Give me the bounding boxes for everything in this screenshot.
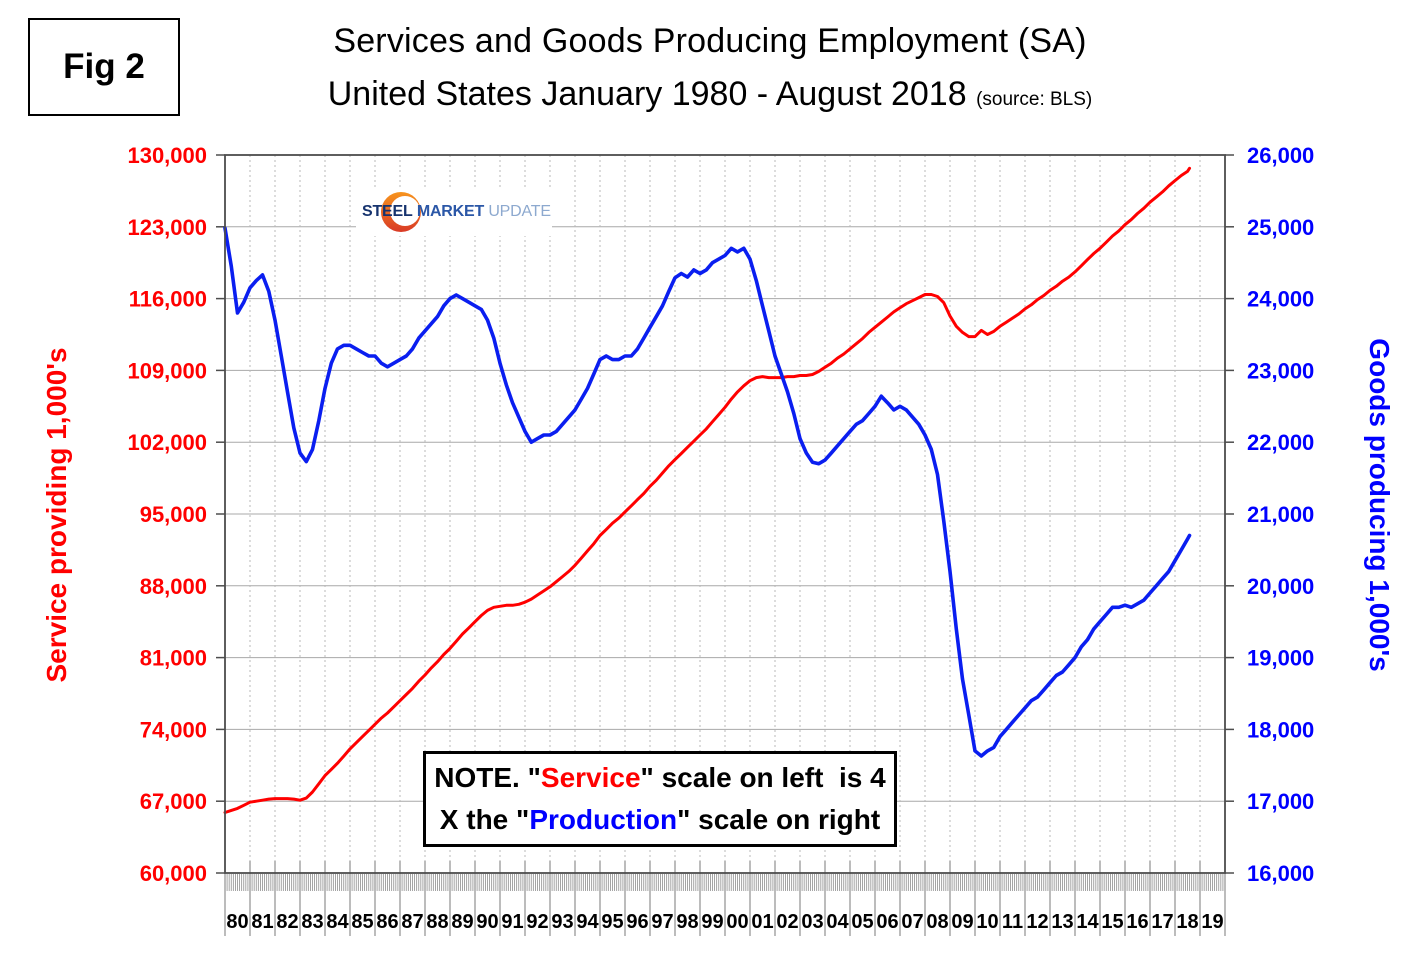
- x-axis-tick-label: 87: [401, 911, 423, 933]
- x-axis-tick-label: 06: [876, 911, 898, 933]
- left-axis-tick-label: 109,000: [127, 358, 207, 383]
- y-axis-ticks-and-labels: 130,000 26,000 123,000 25,000 116,000 24,000 1…: [127, 143, 1314, 886]
- x-axis-tick-label: 02: [776, 911, 798, 933]
- note-text: X the ": [439, 804, 530, 835]
- x-axis-tick-label: 08: [926, 911, 948, 933]
- note-service-word: Service: [540, 762, 641, 793]
- series-line-goods: [223, 226, 1192, 758]
- right-axis-tick-label: 24,000: [1247, 287, 1314, 312]
- figure-label-box: Fig 2: [28, 18, 180, 116]
- x-axis-tick-label: 04: [826, 911, 849, 933]
- x-axis-tick-label: 81: [251, 911, 273, 933]
- note-production-word: Production: [529, 804, 678, 835]
- figure-label: Fig 2: [63, 47, 145, 86]
- right-axis-tick-label: 18,000: [1247, 717, 1314, 742]
- right-axis-tick-label: 20,000: [1247, 574, 1314, 599]
- series-line-service: [223, 166, 1191, 814]
- logo-crescent-icon: [381, 192, 421, 232]
- left-axis-tick-label: 60,000: [140, 861, 207, 886]
- left-axis-title: Service providing 1,000's: [41, 347, 72, 683]
- x-axis-tick-label: 01: [751, 911, 773, 933]
- note-text: NOTE. ": [434, 762, 541, 793]
- x-axis-tick-label: 16: [1126, 911, 1148, 933]
- x-axis-tick-label: 88: [426, 911, 448, 933]
- note-text: " scale on left is 4: [640, 762, 886, 793]
- x-axis-tick-label: 09: [951, 911, 973, 933]
- x-axis-tick-label: 99: [701, 911, 723, 933]
- x-axis-tick-label: 82: [276, 911, 298, 933]
- x-axis-tick-label: 94: [576, 911, 599, 933]
- x-axis-tick-label: 96: [626, 911, 648, 933]
- x-axis-tick-label: 19: [1201, 911, 1223, 933]
- right-axis-title: Goods producing 1,000's: [1364, 338, 1395, 672]
- x-axis-tick-label: 05: [851, 911, 873, 933]
- x-axis-tick-label: 00: [726, 911, 748, 933]
- left-axis-tick-label: 81,000: [140, 646, 207, 671]
- left-axis-tick-label: 130,000: [127, 143, 207, 168]
- x-axis-tick-label: 84: [326, 911, 349, 933]
- left-axis-tick-label: 74,000: [140, 717, 207, 742]
- x-axis-tick-label: 07: [901, 911, 923, 933]
- x-axis-tick-label: 89: [451, 911, 473, 933]
- x-axis-tick-labels: 80 81 82 83 84 85 86 87 88 89 90 91 92 93 94 95 96 97 98 99…: [226, 911, 1223, 933]
- logo-word-steel: STEEL: [362, 203, 413, 220]
- right-axis-tick-label: 23,000: [1247, 358, 1314, 383]
- plot-border: [224, 154, 1226, 874]
- left-axis-tick-label: 67,000: [140, 789, 207, 814]
- logo-word-market: MARKET: [416, 203, 485, 220]
- x-axis-tick-label: 13: [1051, 911, 1073, 933]
- chart-subtitle: United States January 1980 - August 2018…: [10, 75, 1410, 114]
- chart-title: Services and Goods Producing Employment …: [333, 22, 1087, 60]
- right-axis-tick-label: 17,000: [1247, 789, 1314, 814]
- steel-market-update-logo: STEEL MARKET UPDATE: [356, 189, 552, 236]
- x-axis-tick-label: 15: [1101, 911, 1123, 933]
- chart-title-block: Services and Goods Producing Employment …: [10, 22, 1410, 114]
- x-axis-tick-label: 98: [676, 911, 698, 933]
- right-axis-tick-label: 25,000: [1247, 215, 1314, 240]
- left-axis-tick-label: 95,000: [140, 502, 207, 527]
- left-axis-tick-label: 116,000: [129, 287, 207, 312]
- source-note: (source: BLS): [976, 89, 1093, 110]
- x-axis-tick-label: 92: [526, 911, 548, 933]
- right-axis-tick-label: 16,000: [1247, 861, 1314, 886]
- x-axis-tick-label: 83: [301, 911, 323, 933]
- left-axis-tick-label: 88,000: [140, 574, 207, 599]
- x-axis-ticks: [224, 861, 1226, 936]
- x-axis-tick-label: 11: [1002, 911, 1023, 933]
- left-axis-tick-label: 123,000: [127, 215, 207, 240]
- note-text: " scale on right: [677, 804, 881, 835]
- x-axis-tick-label: 86: [376, 911, 398, 933]
- right-axis-tick-label: 21,000: [1247, 502, 1314, 527]
- x-axis-tick-label: 93: [551, 911, 573, 933]
- x-axis-tick-label: 03: [801, 911, 823, 933]
- x-axis-tick-label: 17: [1151, 911, 1173, 933]
- right-axis-tick-label: 22,000: [1247, 430, 1314, 455]
- left-axis-tick-label: 102,000: [127, 430, 207, 455]
- x-axis-tick-label: 10: [976, 911, 998, 933]
- right-axis-tick-label: 26,000: [1247, 143, 1314, 168]
- x-axis-tick-label: 12: [1026, 911, 1048, 933]
- x-axis-tick-label: 14: [1076, 911, 1099, 933]
- x-axis-tick-label: 95: [601, 911, 623, 933]
- x-axis-tick-label: 97: [651, 911, 673, 933]
- note-line-1: NOTE. "Service" scale on left is 4: [434, 757, 885, 799]
- x-axis-tick-label: 90: [476, 911, 498, 933]
- note-line-2: X the "Production" scale on right: [440, 799, 880, 841]
- right-axis-tick-label: 19,000: [1247, 646, 1314, 671]
- x-axis-tick-label: 85: [351, 911, 373, 933]
- subtitle-text: United States January 1980 - August 2018: [327, 75, 967, 113]
- note-box: NOTE. "Service" scale on left is 4 X the…: [423, 751, 897, 847]
- logo-text: STEEL MARKET UPDATE: [362, 203, 551, 221]
- x-axis-tick-label: 80: [226, 911, 248, 933]
- x-axis-tick-label: 18: [1176, 911, 1198, 933]
- x-axis-tick-label: 91: [501, 911, 523, 933]
- logo-word-update: UPDATE: [488, 203, 551, 220]
